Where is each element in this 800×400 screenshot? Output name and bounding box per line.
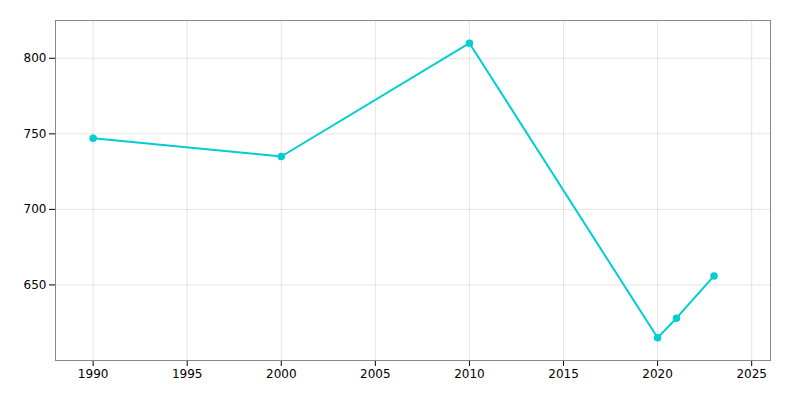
svg-text:1990: 1990 bbox=[78, 367, 109, 381]
svg-text:1995: 1995 bbox=[172, 367, 203, 381]
svg-text:2020: 2020 bbox=[642, 367, 673, 381]
svg-text:750: 750 bbox=[24, 127, 47, 141]
svg-text:2000: 2000 bbox=[266, 367, 297, 381]
svg-text:800: 800 bbox=[24, 51, 47, 65]
svg-text:2005: 2005 bbox=[360, 367, 391, 381]
svg-text:2025: 2025 bbox=[736, 367, 767, 381]
svg-text:2015: 2015 bbox=[548, 367, 579, 381]
svg-text:700: 700 bbox=[24, 202, 47, 216]
svg-text:650: 650 bbox=[24, 278, 47, 292]
svg-text:2010: 2010 bbox=[454, 367, 485, 381]
